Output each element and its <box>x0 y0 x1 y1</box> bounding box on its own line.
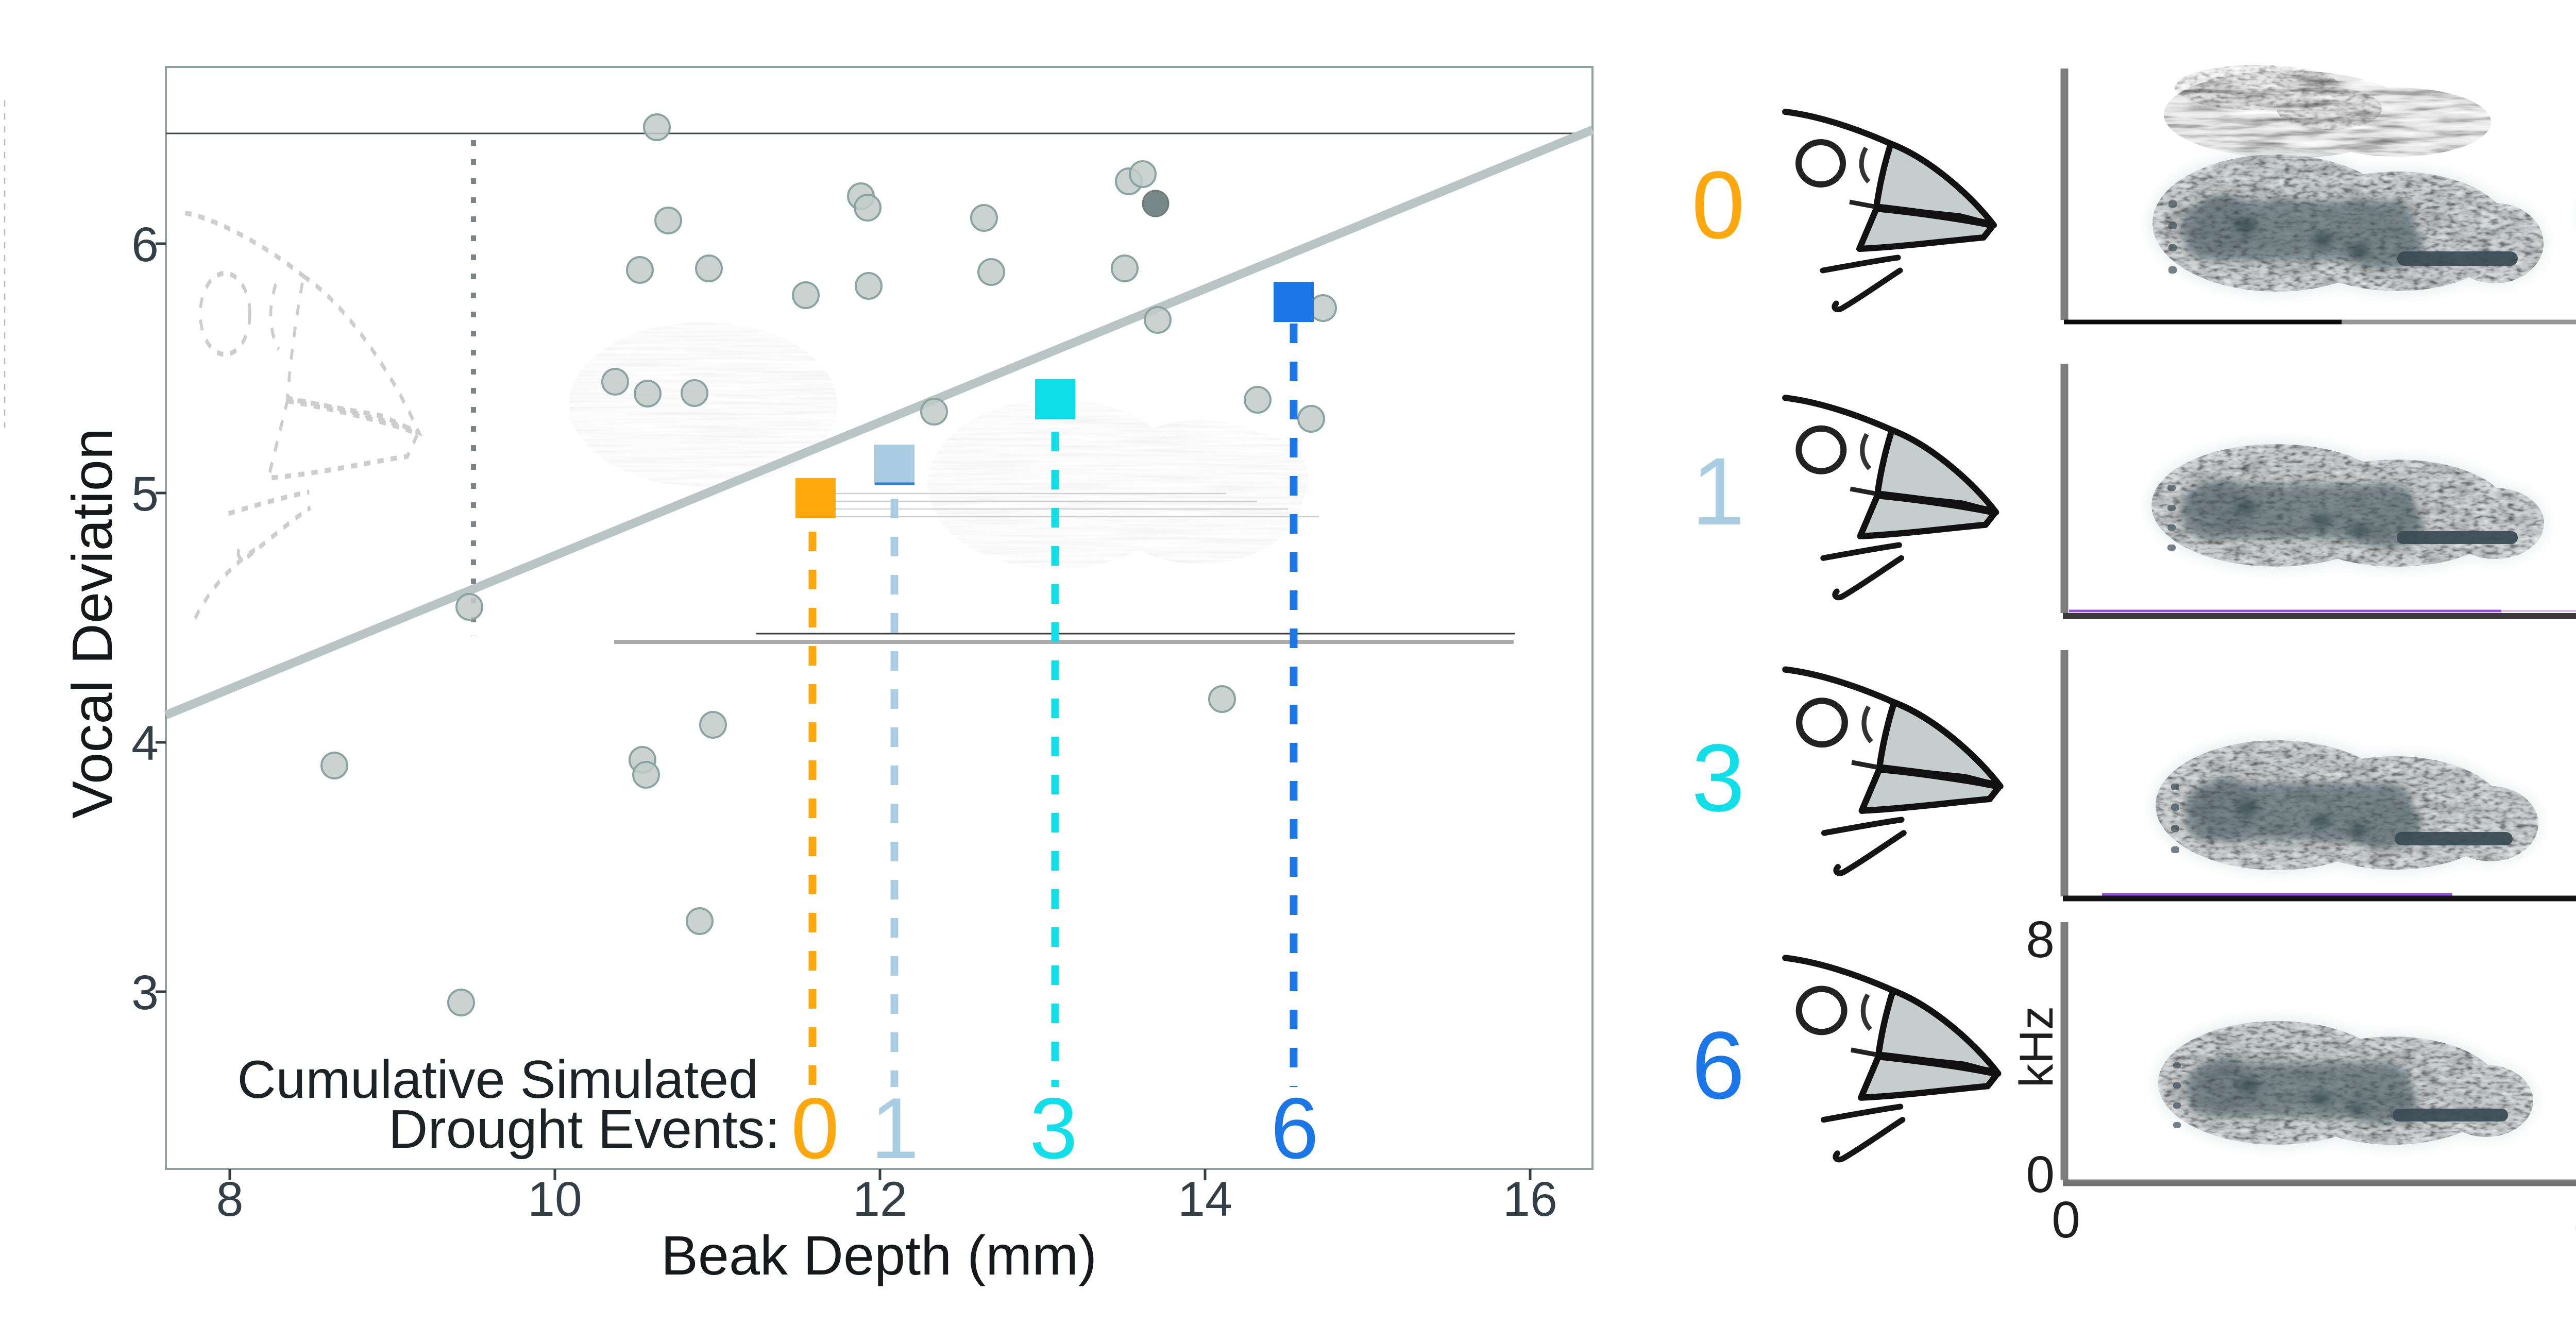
svg-text:8: 8 <box>2026 911 2055 969</box>
svg-text:16: 16 <box>1503 1172 1557 1227</box>
svg-text:0.5 sec: 0.5 sec <box>2574 1198 2576 1259</box>
svg-text:1: 1 <box>871 1080 919 1177</box>
svg-text:10: 10 <box>528 1172 582 1227</box>
svg-text:8: 8 <box>216 1172 244 1227</box>
svg-text:6: 6 <box>1270 1080 1318 1177</box>
svg-text:4: 4 <box>131 716 159 771</box>
svg-text:3: 3 <box>131 965 159 1020</box>
svg-text:Cumulative Simulated: Cumulative Simulated <box>237 1050 758 1110</box>
svg-text:kHz: kHz <box>2010 1006 2063 1088</box>
svg-text:Drought Events:: Drought Events: <box>388 1099 780 1160</box>
svg-text:3: 3 <box>1691 725 1744 831</box>
svg-text:12: 12 <box>853 1172 907 1227</box>
svg-text:5: 5 <box>131 467 159 521</box>
svg-text:0: 0 <box>791 1080 839 1177</box>
svg-text:14: 14 <box>1178 1172 1232 1227</box>
svg-text:6: 6 <box>1691 1012 1744 1119</box>
svg-text:0: 0 <box>2052 1191 2080 1249</box>
svg-text:Vocal Deviation: Vocal Deviation <box>61 428 124 819</box>
svg-text:6: 6 <box>131 217 159 272</box>
svg-text:Beak Depth (mm): Beak Depth (mm) <box>661 1224 1097 1286</box>
svg-text:0: 0 <box>2026 1146 2055 1203</box>
svg-text:3: 3 <box>1029 1080 1077 1177</box>
svg-text:1: 1 <box>1691 438 1744 545</box>
svg-text:0: 0 <box>1691 152 1744 259</box>
